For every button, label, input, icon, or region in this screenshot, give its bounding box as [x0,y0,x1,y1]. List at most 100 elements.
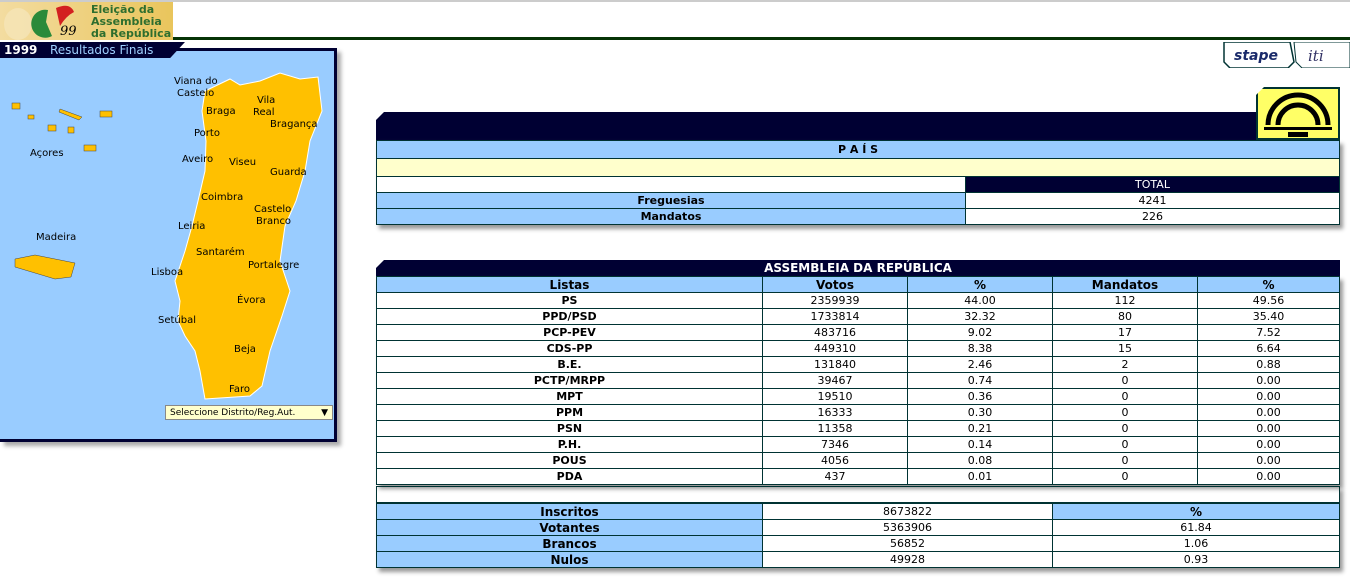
cell-seats: 0 [1052,388,1198,405]
election-logo[interactable]: 99 Eleição da Assembleia da República [0,2,173,40]
cell-votes: 7346 [762,436,908,453]
ar-title: ASSEMBLEIA DA REPÚBLICA [376,260,1340,276]
cell-votes-pct: 0.21 [907,420,1053,437]
cell-votes: 4056 [762,452,908,469]
year: 1999 [4,43,38,57]
map-label-setubal[interactable]: Setúbal [158,315,197,326]
cell-seats: 0 [1052,452,1198,469]
cell-party: PPM [376,404,763,421]
header-line [173,37,1350,40]
mandatos-label: Mandatos [376,208,966,225]
cell-votes: 39467 [762,372,908,389]
map-label-madeira[interactable]: Madeira [36,232,77,243]
map-label-porto[interactable]: Porto [194,128,220,139]
cell-votes-pct: 0.30 [907,404,1053,421]
brancos-pct: 1.06 [1052,535,1340,552]
party-row: B.E. 131840 2.46 2 0.88 [376,356,1340,373]
map-label-viana[interactable]: Viana do [174,76,218,87]
cell-party: MPT [376,388,763,405]
cell-votes: 449310 [762,340,908,357]
map-label-beja[interactable]: Beja [234,344,256,355]
brancos-value: 56852 [762,535,1053,552]
cell-seats-pct: 6.64 [1197,340,1340,357]
cell-votes: 483716 [762,324,908,341]
map-label-vilareal2[interactable]: Real [253,107,275,118]
cell-party: PS [376,292,763,309]
map-label-branco[interactable]: Branco [256,216,292,227]
map-label-acores[interactable]: Açores [30,148,64,159]
portugal-map[interactable] [0,51,334,439]
cell-votes-pct: 0.74 [907,372,1053,389]
cell-seats: 0 [1052,404,1198,421]
cell-seats-pct: 0.00 [1197,372,1340,389]
freguesias-label: Freguesias [376,192,966,209]
map-label-faro[interactable]: Faro [229,384,250,395]
cell-votes-pct: 0.08 [907,452,1053,469]
col-listas: Listas [376,276,763,293]
stape-logo: stape [1234,48,1278,64]
cell-seats: 0 [1052,436,1198,453]
subtitle: Resultados Finais [50,43,154,57]
cell-votes-pct: 0.01 [907,468,1053,485]
map-panel: Viana do Castelo Braga Vila Real Braganç… [0,48,337,442]
year-bar: 1999 Resultados Finais [0,42,185,58]
cell-votes-pct: 2.46 [907,356,1053,373]
inscritos-value: 8673822 [762,502,1053,520]
cell-party: PPD/PSD [376,308,763,325]
summary-table: Inscritos 8673822% Votantes 5363906 61.84 B… [376,486,1340,568]
total-header: TOTAL [965,176,1340,193]
party-row: PS 2359939 44.00 112 49.56 [376,292,1340,309]
cell-party: POUS [376,452,763,469]
map-label-coimbra[interactable]: Coimbra [201,192,244,203]
map-label-lisboa[interactable]: Lisboa [151,267,184,278]
iti-logo: iti [1308,47,1324,65]
top-border [0,0,1350,2]
pais-title: P A Í S [376,140,1340,159]
nulos-value: 49928 [762,551,1053,568]
cell-votes: 11358 [762,420,908,437]
party-row: CDS-PP 449310 8.38 15 6.64 [376,340,1340,357]
partner-logos: stape iti [1222,41,1350,69]
svg-text:99: 99 [60,24,77,39]
brancos-label: Brancos [376,535,763,552]
col-votos-pct: % [907,276,1053,293]
cell-votes-pct: 32.32 [907,308,1053,325]
cell-seats: 2 [1052,356,1198,373]
map-label-braga[interactable]: Braga [206,106,236,117]
map-label-viseu[interactable]: Viseu [229,157,257,168]
mandatos-value: 226 [965,208,1340,225]
map-label-santarem[interactable]: Santarém [196,247,245,258]
cell-votes: 1733814 [762,308,908,325]
cell-party: PDA [376,468,763,485]
results-header-row: Listas Votos % Mandatos % [376,276,1340,293]
results-table: Listas Votos % Mandatos % PS 2359939 44.00… [376,276,1340,485]
party-row: PDA 437 0.01 0 0.00 [376,468,1340,485]
party-row: MPT 19510 0.36 0 0.00 [376,388,1340,405]
party-row: POUS 4056 0.08 0 0.00 [376,452,1340,469]
cell-seats: 0 [1052,420,1198,437]
map-label-castelo[interactable]: Castelo [254,204,292,215]
district-select[interactable]: Seleccione Distrito/Reg.Aut. ▼ [165,405,333,420]
cell-seats-pct: 0.88 [1197,356,1340,373]
map-label-aveiro[interactable]: Aveiro [182,154,214,165]
cell-votes-pct: 0.14 [907,436,1053,453]
cell-seats: 80 [1052,308,1198,325]
map-label-evora[interactable]: Évora [237,295,266,306]
map-label-braganca[interactable]: Bragança [270,119,318,130]
map-label-leiria[interactable]: Leiria [178,221,206,232]
votantes-pct: 61.84 [1052,519,1340,536]
map-label-guarda[interactable]: Guarda [270,167,307,178]
freguesias-value: 4241 [965,192,1340,209]
cell-party: PSN [376,420,763,437]
map-label-viana2[interactable]: Castelo [177,88,215,99]
cell-votes: 16333 [762,404,908,421]
map-label-portalegre[interactable]: Portalegre [248,260,300,271]
cell-seats: 17 [1052,324,1198,341]
cell-party: PCP-PEV [376,324,763,341]
party-row: PSN 11358 0.21 0 0.00 [376,420,1340,437]
cell-seats-pct: 49.56 [1197,292,1340,309]
map-label-vilareal[interactable]: Vila [257,95,276,106]
cell-seats: 0 [1052,372,1198,389]
votantes-value: 5363906 [762,519,1053,536]
cell-party: B.E. [376,356,763,373]
